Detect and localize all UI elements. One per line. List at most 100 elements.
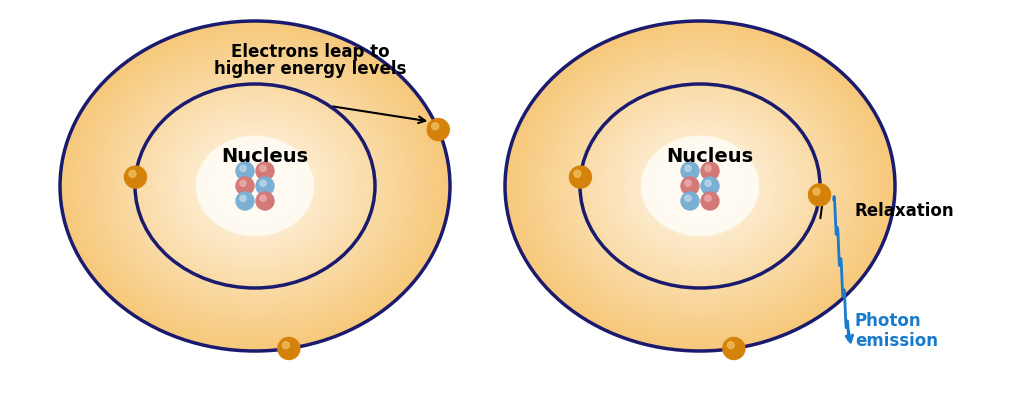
Ellipse shape (626, 123, 775, 249)
Ellipse shape (200, 139, 310, 233)
Ellipse shape (645, 139, 756, 233)
Ellipse shape (518, 32, 882, 340)
Circle shape (240, 195, 246, 201)
Ellipse shape (190, 131, 319, 241)
Circle shape (125, 166, 146, 188)
Circle shape (681, 162, 699, 180)
Ellipse shape (239, 172, 271, 200)
Ellipse shape (89, 46, 421, 326)
Ellipse shape (125, 76, 385, 296)
Ellipse shape (116, 68, 394, 304)
Text: Electrons leap to: Electrons leap to (230, 43, 389, 61)
Ellipse shape (67, 27, 443, 346)
Ellipse shape (612, 112, 787, 260)
Ellipse shape (560, 68, 840, 304)
Ellipse shape (86, 43, 424, 329)
Text: Nucleus: Nucleus (667, 146, 754, 166)
Ellipse shape (158, 104, 352, 268)
Circle shape (569, 166, 592, 188)
Circle shape (701, 192, 719, 210)
Ellipse shape (167, 112, 343, 260)
Circle shape (432, 123, 438, 130)
Circle shape (236, 162, 254, 180)
Ellipse shape (622, 120, 778, 252)
Ellipse shape (70, 29, 440, 343)
Circle shape (240, 180, 246, 186)
Ellipse shape (232, 167, 278, 205)
Ellipse shape (677, 167, 723, 205)
Ellipse shape (538, 49, 862, 324)
Ellipse shape (222, 158, 288, 213)
Ellipse shape (535, 46, 865, 326)
Ellipse shape (570, 76, 830, 296)
Ellipse shape (206, 145, 304, 227)
Ellipse shape (102, 57, 408, 315)
Circle shape (809, 184, 830, 206)
Ellipse shape (527, 40, 872, 332)
Ellipse shape (194, 134, 316, 238)
Ellipse shape (171, 114, 340, 258)
Text: Relaxation: Relaxation (855, 202, 954, 220)
Ellipse shape (60, 21, 450, 351)
Text: higher energy levels: higher energy levels (214, 60, 407, 78)
Ellipse shape (665, 156, 736, 216)
Ellipse shape (687, 175, 713, 197)
Ellipse shape (696, 183, 703, 189)
Ellipse shape (197, 136, 313, 235)
Circle shape (240, 165, 246, 171)
Ellipse shape (690, 178, 710, 194)
Ellipse shape (554, 62, 846, 310)
Text: Nucleus: Nucleus (221, 146, 308, 166)
Ellipse shape (219, 156, 291, 216)
Ellipse shape (602, 104, 798, 268)
Ellipse shape (577, 82, 823, 290)
Circle shape (685, 180, 691, 186)
Ellipse shape (147, 95, 362, 277)
Ellipse shape (563, 70, 837, 302)
Ellipse shape (515, 29, 886, 343)
Ellipse shape (210, 148, 300, 225)
Ellipse shape (541, 51, 859, 321)
Ellipse shape (583, 87, 817, 285)
Ellipse shape (648, 142, 752, 230)
Circle shape (681, 177, 699, 195)
Circle shape (236, 177, 254, 195)
Ellipse shape (638, 134, 762, 238)
Ellipse shape (615, 114, 784, 258)
Ellipse shape (99, 54, 411, 318)
Ellipse shape (112, 65, 398, 307)
Ellipse shape (155, 101, 355, 271)
Circle shape (256, 177, 274, 195)
Ellipse shape (109, 62, 401, 310)
Ellipse shape (590, 92, 811, 280)
Ellipse shape (76, 35, 434, 337)
Circle shape (685, 165, 691, 171)
Ellipse shape (63, 24, 446, 348)
Ellipse shape (521, 35, 879, 337)
Ellipse shape (183, 126, 327, 247)
Ellipse shape (671, 161, 729, 211)
Text: Photon: Photon (855, 312, 922, 330)
Ellipse shape (225, 161, 285, 211)
Ellipse shape (135, 84, 375, 288)
Circle shape (723, 337, 744, 359)
Ellipse shape (122, 73, 388, 299)
Ellipse shape (216, 153, 294, 219)
Ellipse shape (551, 59, 850, 312)
Ellipse shape (681, 169, 720, 203)
Ellipse shape (177, 120, 333, 252)
Circle shape (260, 165, 266, 171)
Ellipse shape (80, 37, 430, 334)
Circle shape (705, 180, 712, 186)
Ellipse shape (249, 181, 261, 191)
Ellipse shape (654, 148, 745, 225)
Ellipse shape (573, 79, 826, 293)
Ellipse shape (609, 109, 791, 263)
Ellipse shape (180, 123, 330, 249)
Circle shape (705, 195, 712, 201)
Ellipse shape (593, 95, 807, 277)
Circle shape (260, 180, 266, 186)
Ellipse shape (606, 106, 795, 266)
Ellipse shape (674, 164, 726, 208)
Ellipse shape (657, 150, 742, 222)
